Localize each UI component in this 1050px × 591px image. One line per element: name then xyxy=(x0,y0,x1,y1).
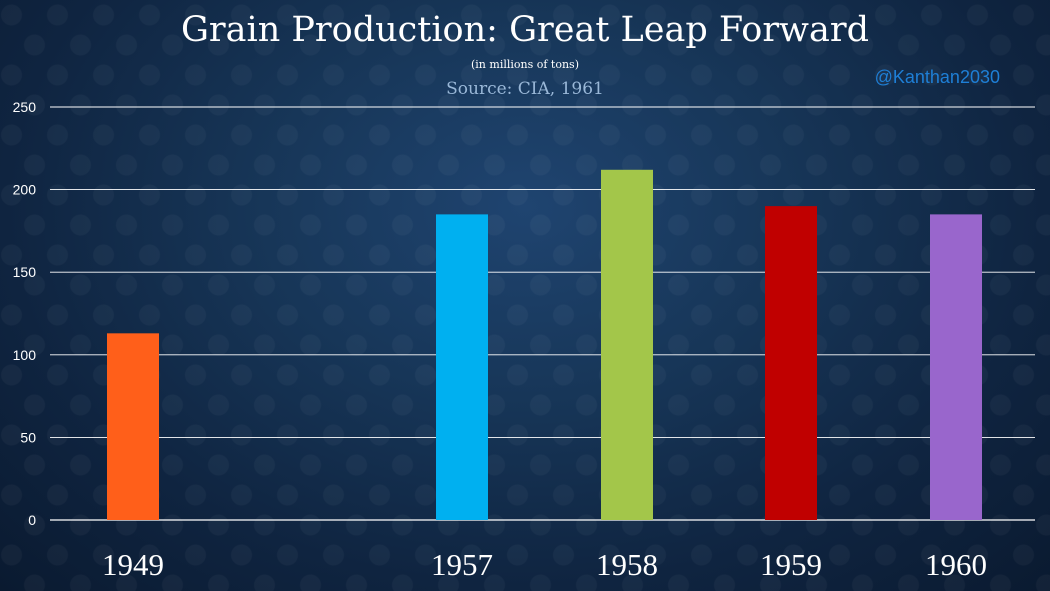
author-handle: @Kanthan2030 xyxy=(874,67,1000,87)
y-tick-label: 250 xyxy=(13,99,37,115)
y-axis-ticks: 0 50 100 150 200 250 xyxy=(13,99,37,528)
bar-1949 xyxy=(107,333,159,520)
x-tick-label: 1958 xyxy=(596,547,658,582)
x-tick-label: 1960 xyxy=(925,547,987,582)
x-axis-labels: 1949 1957 1958 1959 1960 xyxy=(102,547,987,582)
chart-source: Source: CIA, 1961 xyxy=(446,79,604,99)
gridlines xyxy=(50,106,1035,521)
y-tick-label: 200 xyxy=(13,182,37,198)
y-tick-label: 150 xyxy=(13,264,37,280)
chart-title: Grain Production: Great Leap Forward xyxy=(180,10,870,50)
x-tick-label: 1959 xyxy=(760,547,822,582)
y-tick-label: 50 xyxy=(20,429,36,445)
bar-1958 xyxy=(601,169,653,520)
y-tick-label: 0 xyxy=(28,512,36,528)
x-tick-label: 1949 xyxy=(102,547,164,582)
chart-subtitle: (in millions of tons) xyxy=(471,58,579,71)
y-tick-label: 100 xyxy=(13,347,37,363)
bar-1960 xyxy=(930,214,982,520)
x-tick-label: 1957 xyxy=(431,547,493,582)
bar-1957 xyxy=(436,214,488,520)
bar-1959 xyxy=(765,206,817,520)
bars xyxy=(107,169,982,520)
